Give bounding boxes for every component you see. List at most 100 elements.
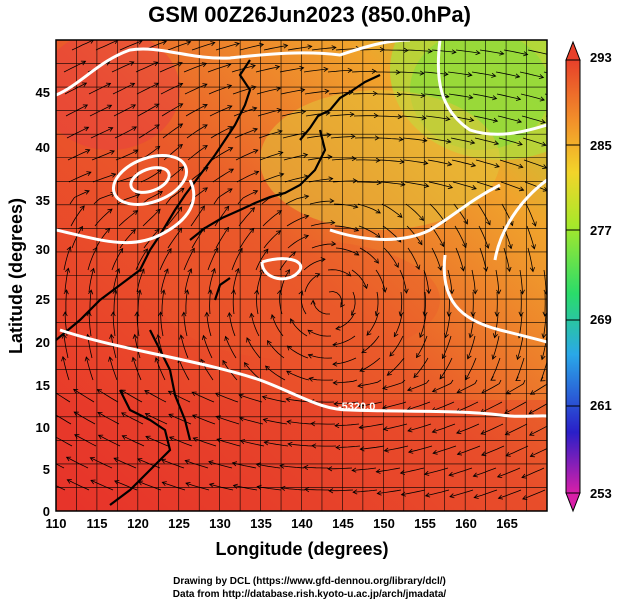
streamline-arrowhead (252, 106, 258, 112)
credit-drawing: Drawing by DCL (https://www.gfd-dennou.o… (173, 576, 446, 587)
streamline-arrowhead (519, 289, 525, 295)
streamline-arrowhead (143, 248, 148, 254)
streamline (256, 268, 264, 293)
streamline-arrowhead (398, 311, 404, 317)
streamline-arrowhead (231, 461, 238, 467)
streamline-arrowhead (382, 385, 388, 391)
streamline (425, 115, 450, 120)
streamline (113, 290, 117, 314)
streamline (211, 147, 233, 161)
streamline (71, 226, 83, 249)
streamline (233, 107, 257, 117)
streamline-arrowhead (234, 41, 240, 47)
streamline-arrowhead (234, 267, 240, 274)
streamline-arrowhead (277, 129, 283, 135)
streamline (209, 290, 212, 315)
streamline (122, 435, 145, 447)
streamline (384, 49, 409, 51)
streamline-arrowhead (283, 43, 289, 49)
streamline (455, 49, 480, 54)
streamline-arrowhead (261, 395, 268, 401)
streamline (442, 335, 452, 359)
streamline-arrowhead (335, 444, 341, 450)
streamline (263, 419, 288, 425)
streamline (496, 93, 521, 100)
y-tick-label: 45 (36, 85, 50, 100)
streamline (280, 269, 290, 293)
streamline-arrowhead (114, 480, 120, 485)
streamline-arrowhead (208, 460, 214, 466)
streamline (359, 423, 384, 429)
streamline-arrowhead (166, 247, 172, 254)
colorbar-scale (565, 59, 581, 494)
streamline-arrowhead (353, 226, 360, 232)
streamline-arrowhead (157, 190, 164, 196)
streamline-arrowhead (446, 161, 453, 167)
streamline-arrowhead (167, 390, 174, 396)
streamline (208, 461, 233, 469)
streamline-arrowhead (496, 473, 503, 478)
streamline (183, 63, 207, 73)
streamline-arrowhead (230, 289, 236, 295)
streamline (399, 71, 425, 74)
streamline (522, 489, 546, 500)
streamline-arrowhead (202, 145, 208, 150)
streamline-arrowhead (407, 427, 413, 433)
streamline-arrowhead (249, 312, 255, 318)
streamline (160, 312, 164, 337)
streamline (262, 210, 282, 227)
streamline-arrowhead (346, 271, 352, 277)
colorbar-tick: 253 (590, 486, 612, 501)
y-tick-label: 40 (36, 140, 50, 155)
streamline-arrowhead (74, 434, 80, 439)
streamline (471, 71, 496, 77)
streamline-arrowhead (133, 149, 139, 155)
streamline-arrowhead (431, 387, 438, 393)
streamline-arrowhead (113, 457, 119, 463)
streamline (450, 137, 475, 144)
streamline-arrowhead (416, 352, 421, 359)
streamline-arrowhead (157, 311, 164, 317)
streamline-arrowhead (106, 104, 113, 110)
streamline (479, 49, 504, 55)
x-tick-label: 130 (209, 516, 231, 531)
streamline-arrowhead (286, 419, 292, 425)
streamline-arrowhead (383, 447, 389, 453)
streamline-arrowhead (393, 332, 399, 338)
streamline-arrowhead (340, 302, 345, 308)
streamline (244, 362, 262, 381)
streamline-arrowhead (315, 273, 321, 278)
streamline-arrowhead (129, 61, 135, 66)
streamline-arrowhead (184, 459, 190, 465)
streamline (257, 109, 282, 117)
streamline-arrowhead (521, 473, 527, 479)
streamline (162, 123, 183, 139)
streamline-arrowhead (523, 51, 529, 57)
streamline (361, 335, 380, 354)
streamline (328, 489, 354, 492)
streamline-arrowhead (202, 103, 208, 109)
streamline-arrowhead (451, 49, 457, 55)
streamline-arrowhead (134, 311, 140, 317)
streamline (360, 445, 385, 450)
streamline-arrowhead (327, 466, 333, 472)
streamline (375, 291, 379, 316)
streamline-arrowhead (399, 469, 406, 475)
streamline-arrowhead (249, 227, 255, 233)
streamline (95, 40, 119, 51)
streamline (527, 49, 547, 55)
streamline (159, 248, 172, 271)
streamline-arrowhead (422, 311, 428, 317)
streamline-arrowhead (226, 84, 233, 89)
streamline (454, 225, 467, 248)
streamline-arrowhead (516, 354, 521, 361)
streamline (168, 413, 192, 425)
streamline (401, 489, 426, 496)
streamline-arrowhead (287, 441, 293, 447)
streamline (263, 230, 281, 249)
streamline (66, 126, 89, 139)
isotherm-contours (56, 40, 547, 418)
streamline-arrowhead (105, 227, 111, 233)
streamline (185, 290, 188, 315)
streamline (331, 158, 357, 161)
